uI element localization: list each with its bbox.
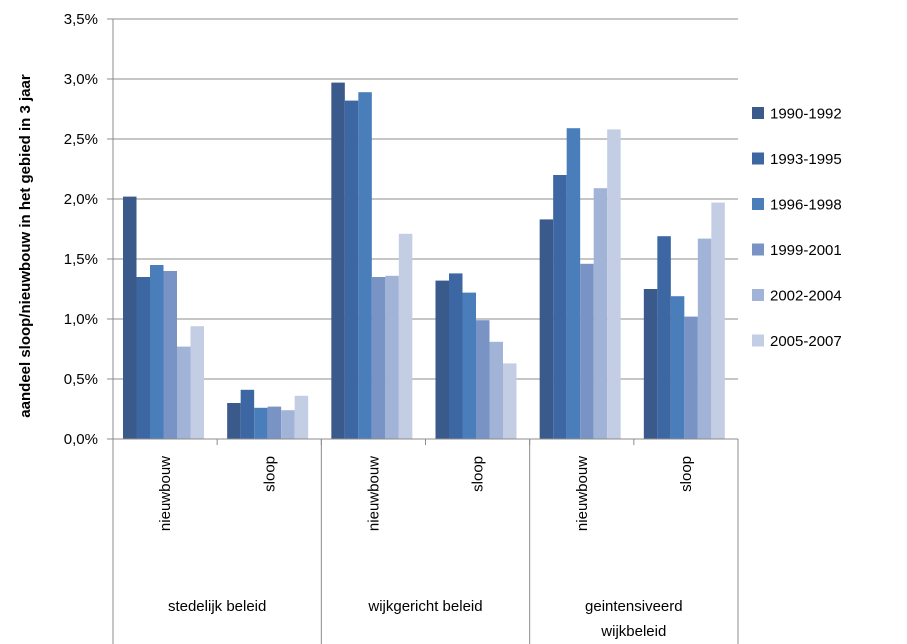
legend-entry-label: 2002-2004 xyxy=(770,288,842,305)
bar-1993-1995-4 xyxy=(553,175,567,439)
bar-1996-1998-0 xyxy=(150,265,164,439)
bar-1996-1998-2 xyxy=(358,92,372,439)
bar-1999-2001-1 xyxy=(267,406,282,439)
bar-1993-1995-0 xyxy=(136,277,150,439)
bar-1999-2001-2 xyxy=(371,277,386,439)
bar-1993-1995-5 xyxy=(657,236,671,439)
y-tick-label: 2,0% xyxy=(64,191,98,208)
bars xyxy=(123,82,725,439)
bar-2002-2004-0 xyxy=(177,346,191,439)
bar-1999-2001-5 xyxy=(684,316,698,439)
legend-swatch xyxy=(752,243,764,256)
y-axis-label: aandeel sloop/nieuwbouw in het gebied in… xyxy=(17,74,34,418)
bar-1990-1992-2 xyxy=(331,82,345,439)
bar-1990-1992-3 xyxy=(435,280,449,439)
bar-1990-1992-4 xyxy=(539,219,554,439)
bar-1996-1998-3 xyxy=(462,292,476,439)
y-tick-label: 1,5% xyxy=(64,251,98,268)
y-tick-label: 3,0% xyxy=(64,71,98,88)
legend-swatch xyxy=(752,107,764,119)
bar-1996-1998-1 xyxy=(254,407,268,439)
x-group-label: wijkbeleid xyxy=(600,623,666,640)
bar-1999-2001-4 xyxy=(580,263,594,439)
bar-2005-2007-3 xyxy=(503,363,517,439)
bar-1990-1992-0 xyxy=(123,196,137,439)
legend-entry-label: 1996-1998 xyxy=(770,197,842,214)
bar-1996-1998-4 xyxy=(566,128,581,439)
x-group-label: geintensiveerd xyxy=(585,598,683,615)
bar-1993-1995-2 xyxy=(344,100,359,439)
y-tick-label: 0,5% xyxy=(64,371,98,388)
x-group-label: stedelijk beleid xyxy=(168,598,266,615)
bar-1996-1998-5 xyxy=(670,296,685,439)
legend-swatch xyxy=(752,334,764,347)
x-category-label: nieuwbouw xyxy=(365,456,382,531)
bar-1993-1995-3 xyxy=(449,273,463,439)
bar-2005-2007-2 xyxy=(398,233,413,439)
x-axis: nieuwbouw sloop stedelijk beleid nieuwbouw s… xyxy=(112,19,739,644)
bar-2005-2007-0 xyxy=(190,326,204,439)
bar-2002-2004-5 xyxy=(697,238,712,439)
bar-2002-2004-4 xyxy=(593,188,608,439)
x-category-label: sloop xyxy=(470,456,487,492)
bar-2002-2004-1 xyxy=(281,410,295,439)
gridlines xyxy=(113,18,738,380)
legend-entry-label: 1999-2001 xyxy=(770,242,842,259)
y-tick-label: 1,0% xyxy=(64,311,98,328)
bar-1990-1992-1 xyxy=(227,403,241,439)
bar-2005-2007-1 xyxy=(294,395,309,439)
legend-swatch xyxy=(752,198,764,210)
y-tick-label: 3,5% xyxy=(64,11,98,28)
bar-2005-2007-5 xyxy=(711,202,725,439)
legend: 1990-1992 1993-1995 1996-1998 1999-2001 2002… xyxy=(752,106,842,350)
legend-entry-label: 2005-2007 xyxy=(770,333,842,350)
legend-swatch xyxy=(752,289,764,301)
legend-entry-label: 1990-1992 xyxy=(770,106,842,123)
legend-swatch xyxy=(752,152,764,165)
x-group-label: wijkgericht beleid xyxy=(367,598,482,615)
x-category-label: sloop xyxy=(261,456,278,492)
bar-2002-2004-3 xyxy=(489,341,503,439)
bar-2002-2004-2 xyxy=(385,275,399,439)
bar-1993-1995-1 xyxy=(240,389,255,439)
bar-1999-2001-3 xyxy=(476,320,490,439)
x-category-label: sloop xyxy=(678,456,695,492)
bar-1990-1992-5 xyxy=(643,289,658,439)
y-tick-label: 2,5% xyxy=(64,131,98,148)
y-tick-label: 0,0% xyxy=(64,431,98,448)
y-axis-ticks: 0,0% 0,5% 1,0% 1,5% 2,0% 2,5% 3,0% 3,5% xyxy=(64,11,113,448)
bar-2005-2007-4 xyxy=(607,129,621,439)
x-category-label: nieuwbouw xyxy=(157,456,174,531)
legend-entry-label: 1993-1995 xyxy=(770,151,842,168)
bar-1999-2001-0 xyxy=(163,271,177,439)
x-category-label: nieuwbouw xyxy=(574,456,591,531)
